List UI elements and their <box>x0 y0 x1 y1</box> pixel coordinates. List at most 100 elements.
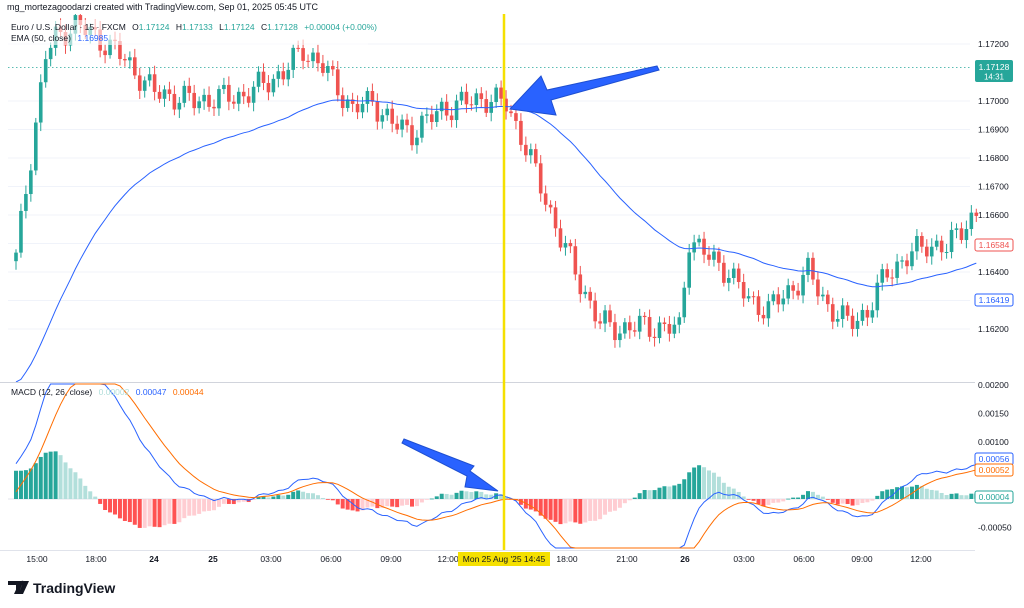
candle-body <box>880 269 885 283</box>
macd-hist-bar <box>301 491 306 499</box>
macd-hist-bar <box>365 499 370 508</box>
candle-body <box>360 103 365 113</box>
candle-body <box>568 243 573 247</box>
candle-body <box>390 108 394 124</box>
legend-high-value: 1.17133 <box>182 22 213 32</box>
candle-body <box>504 98 508 112</box>
macd-hist-bar <box>350 499 355 511</box>
macd-hist-bar <box>474 491 479 499</box>
macd-hist-bar <box>241 499 246 502</box>
candle-body <box>603 310 607 324</box>
macd-hist-bar <box>330 499 335 501</box>
macd-hist-bar <box>216 499 221 507</box>
time-tick-label: 25 <box>208 554 218 564</box>
candle-body <box>736 268 741 283</box>
legend-macd-line-value: 0.00047 <box>136 387 167 397</box>
candle-body <box>642 315 647 318</box>
macd-hist-bar <box>796 497 801 499</box>
candle-body <box>311 52 315 62</box>
candle-body <box>301 48 305 61</box>
macd-hist-bar <box>850 499 855 506</box>
bar-countdown: 14:31 <box>984 73 1005 82</box>
macd-hist-bar <box>83 485 88 499</box>
candle-body <box>637 315 642 332</box>
macd-hist-bar <box>291 491 296 499</box>
candle-body <box>118 41 122 59</box>
candle-body <box>128 57 132 61</box>
candle-body <box>731 268 736 279</box>
macd-hist-bar <box>117 499 122 519</box>
macd-hist-bar <box>578 499 583 524</box>
candle-body <box>885 269 889 278</box>
candle-body <box>974 212 979 216</box>
macd-hist-bar <box>900 486 905 499</box>
candle-body <box>439 101 444 112</box>
price-pane[interactable] <box>8 14 979 383</box>
macd-hist-bar <box>152 499 157 527</box>
candle-body <box>395 123 399 130</box>
macd-pane[interactable] <box>8 383 979 549</box>
macd-hist-bar <box>905 487 909 499</box>
candle-body <box>449 115 454 121</box>
candle-body <box>553 207 558 229</box>
macd-hist-bar <box>964 495 969 499</box>
macd-hist-bar <box>113 499 117 515</box>
price-arrow[interactable] <box>508 65 660 116</box>
macd-hist-bar <box>48 451 53 499</box>
candle-body <box>845 305 850 316</box>
candle-body <box>667 324 672 334</box>
macd-histogram <box>14 451 979 528</box>
candle-body <box>261 71 266 83</box>
macd-hist-bar <box>781 499 786 502</box>
macd-hist-bar <box>929 489 934 499</box>
candle-body <box>756 296 761 315</box>
candle-body <box>133 57 137 76</box>
candle-body <box>514 113 518 121</box>
candle-body <box>202 94 206 102</box>
time-tick-label: 09:00 <box>851 554 873 564</box>
macd-hist-bar <box>400 499 405 506</box>
macd-hist-bar <box>528 499 533 510</box>
macd-hist-bar <box>558 499 563 525</box>
time-tick-label: 24 <box>149 554 159 564</box>
macd-hist-bar <box>172 499 177 524</box>
candle-body <box>628 322 632 331</box>
macd-hist-bar <box>380 499 385 508</box>
candle-body <box>870 310 875 318</box>
macd-hist-bar <box>677 483 682 499</box>
time-axis[interactable]: 15:00 18:00 24 25 03:00 06:00 09:00 12:00 18:00 2… <box>26 554 932 564</box>
price-legend: Euro / U.S. Dollar · 15 · FXCM O1.17124 … <box>8 20 377 45</box>
macd-hist-bar <box>93 496 98 499</box>
last-price-tag: 1.17128 14:31 <box>975 60 1013 82</box>
macd-hist-bar <box>484 494 489 499</box>
header-credit: mg_mortezagoodarzi created with TradingV… <box>7 2 319 12</box>
macd-hist-bar <box>28 468 33 499</box>
macd-hist-bar <box>865 499 870 503</box>
arrow-icon <box>508 65 660 116</box>
macd-hist-bar <box>236 499 241 503</box>
last-price-value: 1.17128 <box>979 62 1010 72</box>
macd-hist-bar <box>736 491 741 499</box>
macd-hist-bar <box>127 499 132 523</box>
candle-body <box>816 279 820 297</box>
macd-hist-bar <box>504 496 509 499</box>
candle-body <box>543 193 548 205</box>
candle-body <box>741 282 746 299</box>
macd-arrow[interactable] <box>401 438 499 492</box>
macd-hist-bar <box>454 492 459 499</box>
candle-body <box>182 85 187 103</box>
candle-body <box>306 60 310 62</box>
hist-tag-value: 0.00004 <box>979 492 1010 502</box>
candle-body <box>538 163 543 194</box>
legend-ema-label: EMA (50, close) <box>11 33 71 43</box>
tradingview-logo[interactable]: TradingView <box>8 580 115 596</box>
price-tick-label: 1.17000 <box>978 96 1009 106</box>
macd-hist-bar <box>687 472 692 499</box>
macd-hist-bar <box>162 499 167 526</box>
macd-hist-bar <box>395 499 400 508</box>
candle-body <box>915 236 919 252</box>
candle-body <box>276 71 281 79</box>
candle-body <box>425 114 429 116</box>
macd-hist-bar <box>63 462 68 499</box>
